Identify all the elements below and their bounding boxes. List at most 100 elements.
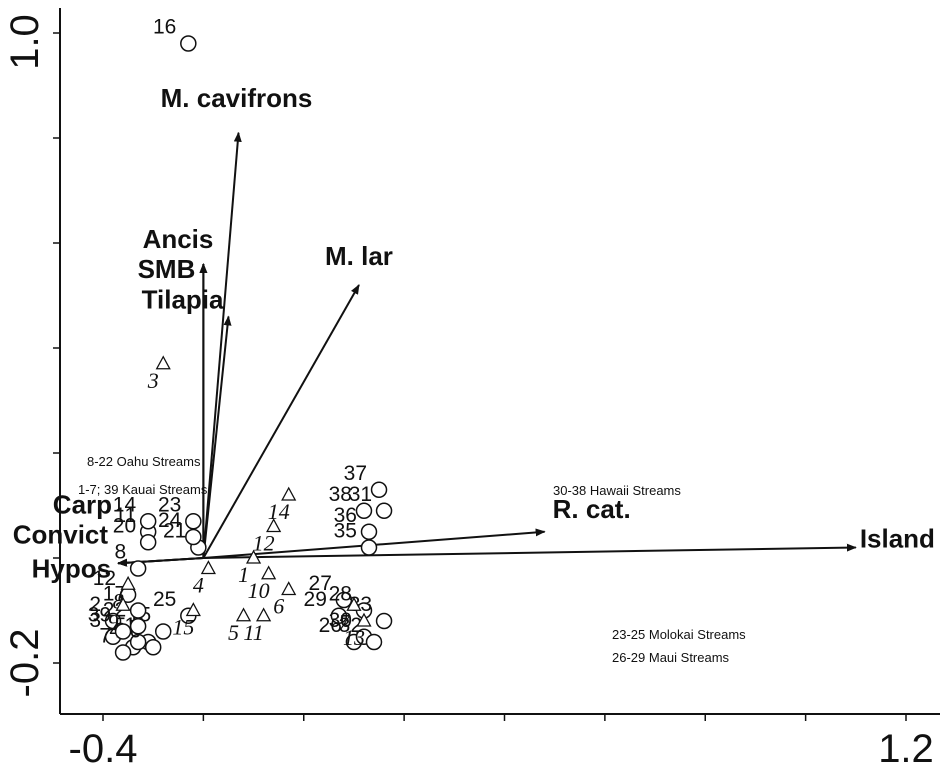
site-markers: 1234567811121415161720212223242526272829… <box>88 16 393 661</box>
site-label: 38 <box>329 483 352 506</box>
species-marker <box>266 518 282 533</box>
site-label: 31 <box>349 483 372 506</box>
site-label: 11 <box>114 504 136 527</box>
species-label: 3 <box>147 368 159 393</box>
y-axis-ticks <box>53 32 60 664</box>
species-marker <box>281 581 297 596</box>
vector-label-m-lar: M. lar <box>325 241 393 271</box>
site-label: 23 <box>158 493 181 516</box>
vector-label-tilapia: Tilapia <box>142 285 224 315</box>
y-tick-label-min: -0.2 <box>3 629 47 698</box>
site-marker <box>365 633 383 651</box>
site-marker <box>360 539 378 556</box>
species-label: 7 <box>338 609 350 634</box>
y-tick-label-max: 1.0 <box>3 14 47 70</box>
species-label: 13 <box>343 625 365 650</box>
vector-label-carp: Carp <box>53 489 112 519</box>
site-label: 7 <box>99 625 111 648</box>
site-marker <box>330 607 348 624</box>
site-marker <box>375 612 393 630</box>
note-molokai: 23-25 Molokai Streams <box>612 627 746 642</box>
x-tick-label-max: 1.2 <box>878 727 934 769</box>
site-marker <box>360 523 378 540</box>
site-label: 17 <box>103 583 126 606</box>
species-marker <box>120 575 136 590</box>
vector-label-island: Island <box>860 524 935 554</box>
site-label: 27 <box>309 572 332 595</box>
site-label: 28 <box>329 583 352 606</box>
site-label: 32 <box>339 614 362 637</box>
species-marker <box>261 565 277 580</box>
vector-m-lar <box>202 284 360 559</box>
site-label: 14 <box>113 493 137 516</box>
site-label: 21 <box>163 520 186 543</box>
species-marker <box>281 486 297 501</box>
note-hawaii: 30-38 Hawaii Streams <box>553 483 681 498</box>
site-marker <box>129 618 147 635</box>
species-label: 5 <box>228 620 239 645</box>
species-label: 1 <box>238 562 249 587</box>
site-marker <box>114 644 132 661</box>
species-label: 4 <box>193 573 204 598</box>
vector-label-hypos: Hypos <box>32 553 111 583</box>
vector-tilapia <box>202 315 232 559</box>
species-label: 12 <box>253 531 275 556</box>
vector-label-r-cat: R. cat. <box>553 494 631 524</box>
site-marker <box>129 602 147 619</box>
species-marker <box>346 596 362 611</box>
species-label: 15 <box>172 615 194 640</box>
axes <box>53 8 940 721</box>
site-label: 35 <box>334 520 357 543</box>
species-label: 10 <box>248 578 270 603</box>
site-label: 39 <box>88 604 111 627</box>
site-marker <box>144 639 162 656</box>
species-label: 11 <box>243 620 263 645</box>
species-marker <box>185 602 201 617</box>
vector-label-smb: SMB <box>138 254 196 284</box>
site-marker <box>129 560 147 577</box>
note-oahu: 8-22 Oahu Streams <box>87 454 201 469</box>
x-tick-label-min: -0.4 <box>69 727 138 769</box>
vector-label-ancis: Ancis <box>143 224 214 254</box>
vector-island <box>203 543 857 559</box>
site-label: 30 <box>329 609 352 632</box>
species-marker <box>245 549 262 564</box>
species-label: 6 <box>273 594 284 619</box>
site-marker <box>114 623 132 640</box>
x-axis-ticks <box>102 714 907 721</box>
environmental-vectors <box>117 131 857 567</box>
site-marker <box>139 513 157 530</box>
note-kauai: 1-7; 39 Kauai Streams <box>78 482 208 497</box>
site-label: 2 <box>89 593 101 616</box>
vector-hypos <box>117 557 204 567</box>
site-label: 36 <box>334 504 357 527</box>
site-label: 16 <box>153 16 176 39</box>
species-marker <box>256 607 272 622</box>
site-label: 37 <box>344 462 367 485</box>
site-marker <box>139 534 157 551</box>
site-marker <box>185 513 202 530</box>
site-marker <box>154 623 172 640</box>
vector-label-convict: Convict <box>13 519 109 549</box>
species-marker <box>115 596 131 611</box>
species-marker <box>235 607 252 622</box>
site-label: 12 <box>93 567 116 590</box>
site-label: 29 <box>304 588 327 611</box>
species-label: 8 <box>113 588 124 613</box>
site-marker <box>375 502 393 519</box>
site-marker <box>185 528 202 546</box>
site-marker <box>335 591 353 609</box>
species-label: 14 <box>268 499 290 524</box>
site-label: 24 <box>158 509 182 532</box>
site-marker <box>180 35 197 52</box>
site-marker <box>355 502 373 519</box>
site-label: 25 <box>153 588 176 611</box>
site-label: 8 <box>114 541 126 564</box>
site-label: 20 <box>113 514 136 537</box>
species-marker <box>356 612 372 627</box>
site-label: 3 <box>89 609 101 632</box>
note-maui: 26-29 Maui Streams <box>612 650 730 665</box>
